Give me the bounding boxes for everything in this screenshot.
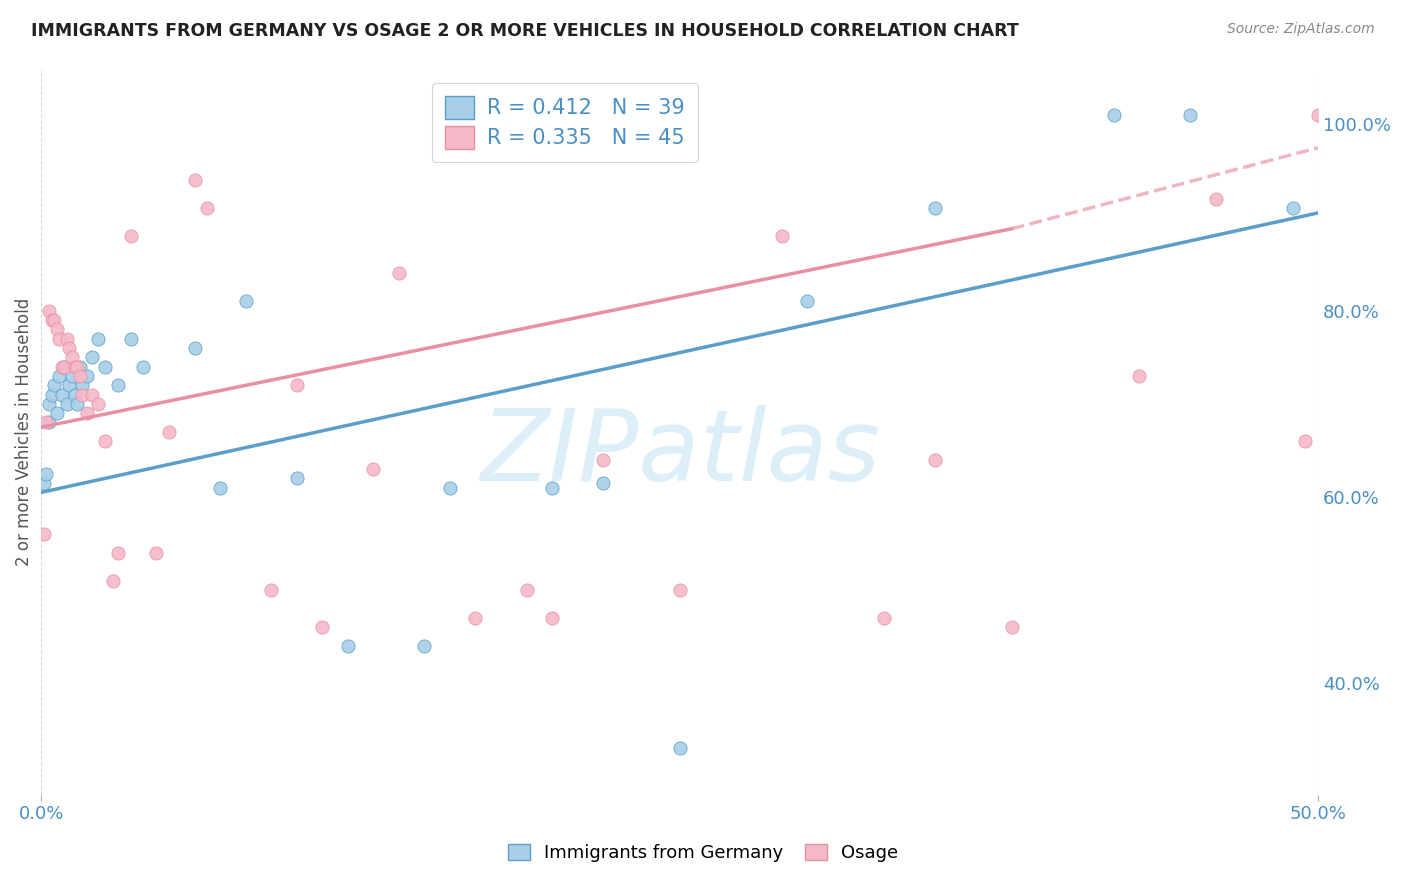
Point [209,481,232,495]
Point [388,267,411,281]
Point [195,201,218,215]
Point [541,611,564,625]
Point [668,741,690,756]
Point [86,397,108,411]
Point [183,341,205,355]
Point [285,378,308,392]
Point [592,452,614,467]
Point [60,351,83,365]
Point [86,332,108,346]
Point [873,611,896,625]
Y-axis label: 2 or more Vehicles in Household: 2 or more Vehicles in Household [15,298,32,566]
Point [1205,192,1227,206]
Text: Source: ZipAtlas.com: Source: ZipAtlas.com [1227,22,1375,37]
Point [76,368,98,383]
Point [69,359,91,374]
Point [107,546,129,560]
Point [42,313,65,327]
Point [924,201,946,215]
Point [1180,108,1202,122]
Point [311,620,333,634]
Point [1102,108,1125,122]
Point [336,639,359,653]
Point [94,434,117,449]
Point [45,406,67,420]
Text: IMMIGRANTS FROM GERMANY VS OSAGE 2 OR MORE VEHICLES IN HOUSEHOLD CORRELATION CHA: IMMIGRANTS FROM GERMANY VS OSAGE 2 OR MO… [31,22,1019,40]
Point [51,387,73,401]
Point [53,359,76,374]
Point [363,462,385,476]
Point [45,322,67,336]
Point [107,378,129,392]
Point [66,397,89,411]
Point [51,359,73,374]
Point [60,368,83,383]
Point [285,471,308,485]
Point [668,583,690,598]
Point [56,332,79,346]
Point [1308,108,1330,122]
Point [82,351,104,365]
Point [413,639,436,653]
Point [541,481,564,495]
Point [1294,434,1316,449]
Point [58,341,80,355]
Text: ZIPatlas: ZIPatlas [479,405,880,502]
Point [69,368,91,383]
Point [76,406,98,420]
Point [120,229,142,244]
Point [48,332,70,346]
Point [56,397,79,411]
Point [82,387,104,401]
Legend: Immigrants from Germany, Osage: Immigrants from Germany, Osage [501,837,905,870]
Point [70,387,93,401]
Point [120,332,142,346]
Point [924,452,946,467]
Point [35,416,58,430]
Point [592,476,614,491]
Legend: R = 0.412   N = 39, R = 0.335   N = 45: R = 0.412 N = 39, R = 0.335 N = 45 [432,83,697,162]
Point [439,481,461,495]
Point [157,425,180,439]
Point [101,574,124,588]
Point [48,368,70,383]
Point [94,359,117,374]
Point [41,387,63,401]
Point [70,378,93,392]
Point [1128,368,1150,383]
Point [32,476,55,491]
Point [53,359,76,374]
Point [464,611,486,625]
Point [770,229,793,244]
Point [38,303,60,318]
Point [32,527,55,541]
Point [66,359,89,374]
Point [38,397,60,411]
Point [132,359,155,374]
Point [235,294,257,309]
Point [183,173,205,187]
Point [42,378,65,392]
Point [1281,201,1303,215]
Point [38,416,60,430]
Point [515,583,537,598]
Point [145,546,167,560]
Point [63,359,86,374]
Point [63,387,86,401]
Point [41,313,63,327]
Point [1001,620,1024,634]
Point [35,467,58,481]
Point [58,378,80,392]
Point [260,583,283,598]
Point [796,294,818,309]
